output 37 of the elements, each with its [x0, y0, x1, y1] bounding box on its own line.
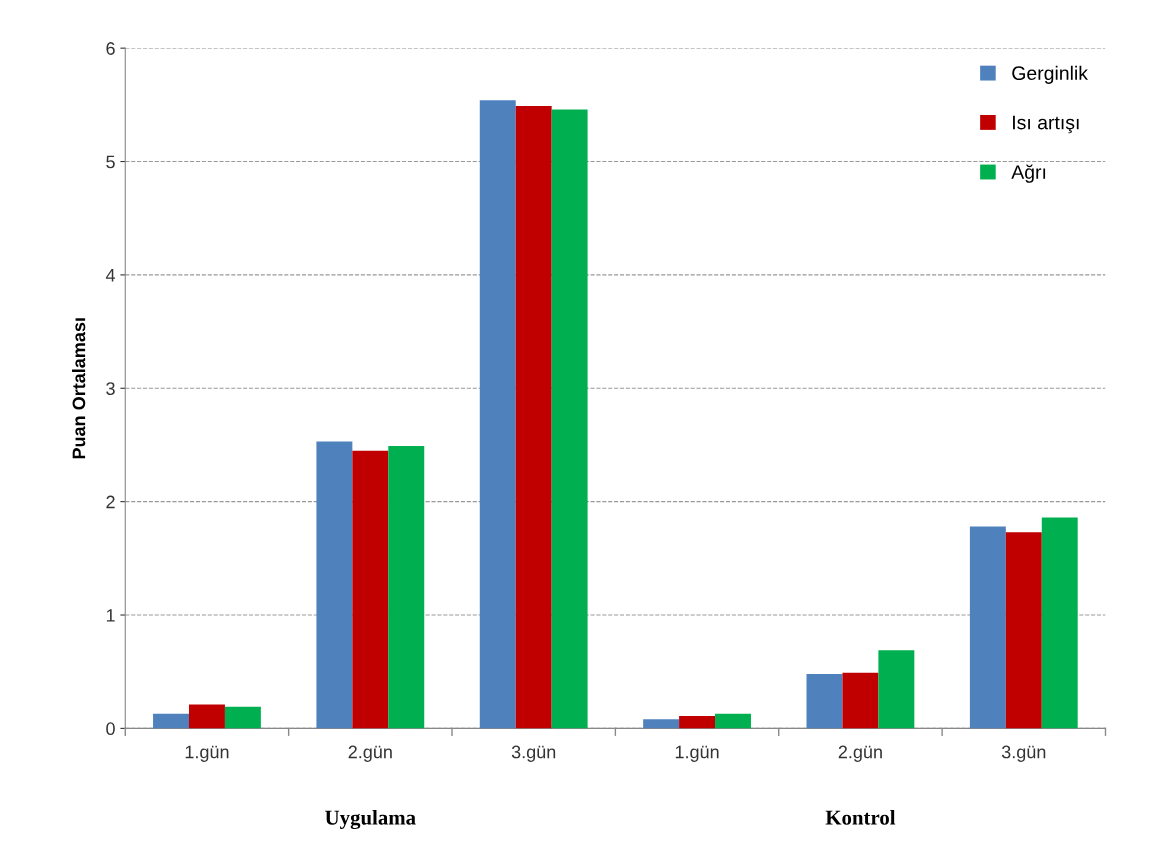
y-axis-title: Puan Ortalaması [72, 318, 86, 459]
text: Uygulama [325, 810, 416, 830]
bar [479, 100, 516, 729]
y-tick-label: 1 [106, 609, 115, 622]
x-tick-label: 1.gün [185, 745, 229, 762]
bar [969, 526, 1006, 729]
bar [224, 706, 261, 729]
y-tick-label: 2 [106, 495, 115, 509]
bar [679, 715, 716, 729]
bar [1041, 517, 1078, 729]
bar [188, 704, 225, 729]
bar [153, 713, 189, 729]
text: Kontrol [825, 810, 896, 825]
y-tick-label: 0 [106, 722, 115, 736]
bar [1005, 532, 1042, 729]
bar [352, 450, 389, 729]
bar [806, 673, 843, 729]
bar [878, 650, 915, 729]
bar [515, 105, 552, 729]
x-tick-label: 3.gün [1001, 745, 1046, 762]
y-tick-label: 3 [106, 382, 115, 395]
bar [388, 446, 425, 729]
bar [551, 109, 588, 729]
bar [643, 719, 680, 729]
x-tick-label: 1.gün [675, 745, 719, 762]
bar [715, 713, 751, 729]
x-tick-label: 3.gün [511, 745, 556, 762]
x-tick-label: 2.gün [838, 745, 882, 762]
y-tick-label: 4 [105, 269, 116, 282]
legend-label: Ağrı [1011, 164, 1046, 183]
y-tick-label: 6 [106, 42, 115, 55]
bar [316, 441, 353, 729]
x-tick-label: 2.gün [348, 745, 392, 762]
legend-label: Isı artışı [1013, 115, 1079, 134]
bar [842, 672, 879, 729]
legend-label: Gerginlik [1012, 65, 1089, 84]
y-tick-label: 5 [106, 155, 115, 169]
